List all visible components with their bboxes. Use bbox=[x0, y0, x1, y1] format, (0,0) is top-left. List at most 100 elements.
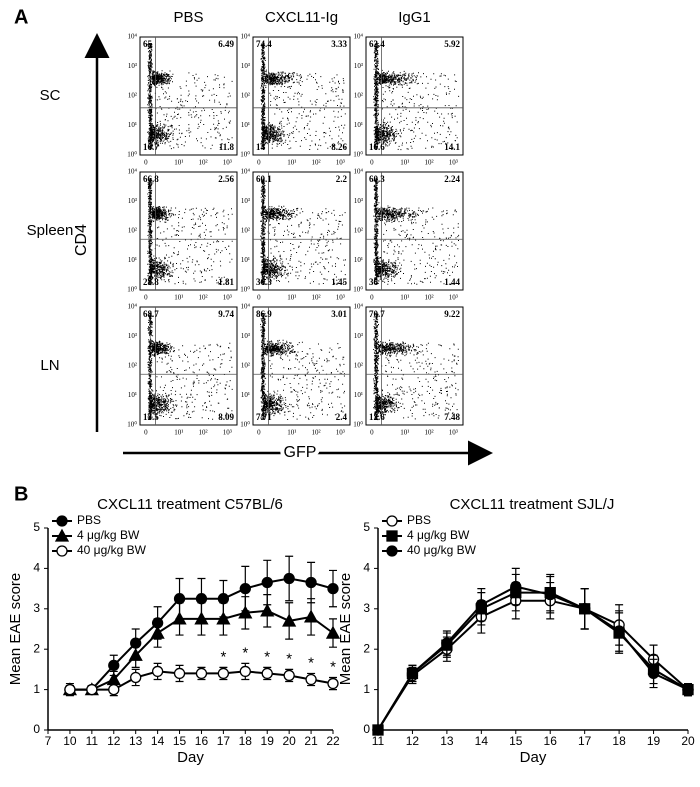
quadrant-value: 68.7 bbox=[143, 309, 159, 319]
legend-label: PBS bbox=[407, 513, 431, 527]
plot-x-tick-label: 0 bbox=[370, 294, 374, 302]
plot-y-tick-label: 10¹ bbox=[241, 256, 250, 264]
marker bbox=[172, 611, 187, 625]
y-tick-label: 5 bbox=[363, 520, 370, 534]
marker bbox=[475, 599, 487, 611]
quadrant-value: 28.8 bbox=[143, 277, 159, 287]
x-axis-label: GFP bbox=[284, 444, 317, 461]
quadrant-value: 7.71 bbox=[256, 412, 272, 422]
y-tick-label: 0 bbox=[33, 722, 40, 736]
x-tick-label: 16 bbox=[195, 734, 209, 748]
quadrant-value: 16.6 bbox=[369, 142, 385, 152]
plot-y-tick-label: 10⁴ bbox=[354, 303, 364, 311]
plot-frame bbox=[139, 306, 238, 426]
marker bbox=[579, 603, 591, 615]
quadrant-value: 70.7 bbox=[369, 309, 385, 319]
row-label: LN bbox=[40, 357, 59, 374]
y-tick-label: 3 bbox=[363, 601, 370, 615]
quadrant-value: 16.7 bbox=[143, 142, 159, 152]
plot-x-tick-label: 10² bbox=[198, 159, 207, 167]
plot-y-tick-label: 10³ bbox=[354, 332, 363, 340]
plot-y-tick-label: 10⁰ bbox=[353, 151, 363, 159]
plot-y-tick-label: 10¹ bbox=[354, 121, 363, 129]
quadrant-value: 63.4 bbox=[369, 39, 385, 49]
plot-y-tick-label: 10² bbox=[354, 227, 363, 235]
plot-x-tick-label: 10² bbox=[311, 159, 320, 167]
x-tick-label: 21 bbox=[304, 734, 318, 748]
plot-y-tick-label: 10⁴ bbox=[241, 33, 251, 41]
marker bbox=[261, 667, 273, 680]
plot-x-tick-label: 10² bbox=[198, 294, 207, 302]
plot-x-tick-label: 10³ bbox=[223, 294, 232, 302]
y-axis-label: Mean EAE score bbox=[7, 573, 24, 686]
plot-x-tick-label: 10¹ bbox=[400, 159, 409, 167]
plot-y-tick-label: 10¹ bbox=[354, 391, 363, 399]
marker bbox=[217, 667, 230, 680]
x-tick-label: 20 bbox=[282, 734, 296, 748]
column-title: CXCL11-Ig bbox=[265, 9, 338, 26]
quadrant-value: 2.2 bbox=[336, 174, 348, 184]
x-tick-label: 17 bbox=[578, 734, 592, 748]
plot-x-tick-label: 10¹ bbox=[287, 159, 296, 167]
plot-x-tick-label: 0 bbox=[370, 159, 374, 167]
plot-x-tick-label: 10² bbox=[198, 429, 207, 437]
marker bbox=[216, 611, 231, 625]
dot-cloud bbox=[260, 43, 346, 150]
x-tick-label: 15 bbox=[509, 734, 523, 748]
quadrant-value: 2.56 bbox=[218, 174, 234, 184]
series-line bbox=[377, 585, 689, 731]
plot-y-tick-label: 10¹ bbox=[354, 256, 363, 264]
marker bbox=[151, 665, 164, 678]
quadrant-value: 11.8 bbox=[219, 142, 235, 152]
marker bbox=[682, 683, 694, 696]
quadrant-value: 74.4 bbox=[256, 39, 272, 49]
plot-frame bbox=[252, 36, 351, 156]
quadrant-value: 66.8 bbox=[143, 174, 159, 184]
quadrant-value: 86.9 bbox=[256, 309, 272, 319]
y-tick-label: 4 bbox=[363, 561, 370, 575]
plot-x-tick-label: 10² bbox=[424, 294, 433, 302]
y-tick-label: 5 bbox=[33, 520, 40, 534]
plot-frame bbox=[139, 171, 238, 291]
plot-y-tick-label: 10³ bbox=[128, 197, 137, 205]
marker bbox=[372, 724, 384, 736]
y-tick-label: 1 bbox=[363, 682, 370, 696]
quadrant-value: 9.22 bbox=[444, 309, 460, 319]
x-tick-label: 16 bbox=[544, 734, 558, 748]
plot-y-tick-label: 10⁴ bbox=[128, 33, 138, 41]
plot-y-tick-label: 10² bbox=[241, 362, 250, 370]
dot-cloud bbox=[373, 313, 459, 421]
marker bbox=[544, 589, 556, 601]
quadrant-value: 65 bbox=[143, 39, 153, 49]
marker bbox=[441, 637, 453, 649]
plot-x-tick-label: 10¹ bbox=[174, 429, 183, 437]
plot-y-tick-label: 10³ bbox=[128, 332, 137, 340]
y-tick-label: 4 bbox=[33, 561, 40, 575]
marker bbox=[327, 582, 339, 595]
plot-frame bbox=[139, 36, 238, 156]
plot-x-tick-label: 10³ bbox=[223, 429, 232, 437]
plot-y-tick-label: 10² bbox=[354, 92, 363, 100]
marker bbox=[238, 605, 253, 619]
dot-cloud bbox=[260, 177, 346, 285]
plot-y-tick-label: 10⁴ bbox=[241, 303, 251, 311]
series-line bbox=[377, 591, 689, 731]
legend-label: PBS bbox=[77, 513, 101, 527]
x-tick-label: 19 bbox=[647, 734, 661, 748]
marker bbox=[194, 611, 209, 625]
y-tick-label: 1 bbox=[33, 682, 40, 696]
x-tick-label: 17 bbox=[217, 734, 231, 748]
legend-marker bbox=[56, 515, 68, 527]
plot-y-tick-label: 10⁰ bbox=[240, 421, 250, 429]
marker bbox=[128, 647, 143, 661]
legend-marker bbox=[386, 515, 398, 527]
y-tick-label: 2 bbox=[33, 641, 40, 655]
plot-x-tick-label: 10² bbox=[311, 294, 320, 302]
plot-y-tick-label: 10⁴ bbox=[354, 168, 364, 176]
quadrant-value: 12.6 bbox=[369, 412, 385, 422]
marker bbox=[64, 683, 76, 696]
marker bbox=[303, 609, 319, 623]
plot-y-tick-label: 10² bbox=[241, 227, 250, 235]
legend-marker bbox=[386, 545, 398, 557]
